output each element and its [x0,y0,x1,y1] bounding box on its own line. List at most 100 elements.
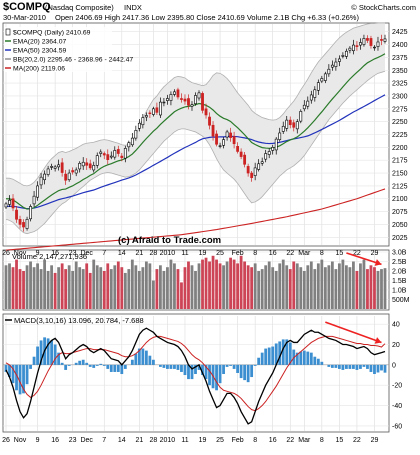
y-tick-label: 2400 [392,42,408,49]
macd-line [5,327,386,425]
candle-body [348,47,352,51]
candle-body [264,153,268,160]
candle-body [201,93,204,111]
volume-bar [169,259,173,309]
volume-bar [201,259,204,309]
candle-body [102,153,106,156]
candle-body [64,173,68,181]
x-tick-label-bottom: 8 [320,437,324,444]
volume-bar [74,261,78,309]
volume-bar [369,265,373,309]
volume-bar [95,265,99,309]
volume-bar [352,261,355,309]
x-tick-label-bottom: 2010 [160,437,176,444]
volume-bar [309,261,313,309]
volume-bar [376,271,380,309]
volume-bar [144,261,148,309]
y-tick-label: 2025 [392,235,408,242]
macd-histogram-bar [95,364,99,366]
macd-histogram-bar [260,352,264,365]
symbol-text: $COMPQ [3,1,51,13]
volume-layer [4,255,387,309]
macd-histogram-bar [281,339,285,365]
x-tick-label-bottom: 23 [69,437,77,444]
x-tick-label-bottom: 22 [286,437,294,444]
x-tick-label-bottom: 16 [269,437,277,444]
macd-histogram-bar [197,364,201,370]
macd-histogram-bar [352,364,355,369]
candle-body [352,44,355,52]
candle-body [302,104,306,110]
volume-bar [239,255,243,309]
macd-histogram-bar [137,348,141,365]
macd-histogram-bar [201,364,204,376]
candle-body [334,61,338,67]
candle-body [134,130,138,139]
volume-bar [383,268,387,309]
macd-histogram-bar [67,364,71,366]
volume-bar [211,255,215,309]
candle-body [344,50,348,57]
candle-body [313,89,317,98]
macd-histogram-bar [344,364,348,369]
x-tick-label: 19 [199,250,207,257]
macd-histogram-bar [341,364,345,370]
volume-bar [302,271,306,309]
x-tick-label: 14 [118,250,126,257]
x-tick-label: Mar [298,250,311,257]
macd-histogram-bar [243,364,247,381]
candle-body [113,150,117,158]
candle-body [316,82,320,91]
x-tick-label: 9 [36,250,40,257]
macd-histogram-bar [380,364,383,371]
volume-bar [130,259,134,309]
candle-body [229,132,232,138]
macd-y-tick: 20 [392,342,400,349]
volume-bar [292,261,296,309]
macd-histogram-bar [306,351,310,365]
macd-histogram-bar [99,363,103,365]
macd-histogram-bar [373,364,376,375]
candle-body [271,147,275,151]
macd-histogram-bar [362,364,366,367]
candle-body [162,101,166,104]
legend-label: BB(20,2.0) 2295.46 - 2368.96 - 2442.47 [13,57,133,64]
volume-bar [288,269,292,309]
x-tick-label-bottom: 9 [36,437,40,444]
index-name: (Nasdaq Composite) [45,3,114,12]
volume-bar [323,267,327,309]
volume-y-tick: 2.0B [392,269,407,276]
candle-body [22,222,25,228]
x-tick-label: 23 [69,250,77,257]
quote-text: Open 2406.69 High 2417.36 Low 2395.80 Cl… [55,13,359,22]
candle-body [53,166,57,169]
volume-bar [267,261,271,309]
legend-label: EMA(50) 2304.59 [13,48,66,55]
macd-histogram-bar [229,364,232,366]
x-tick-label-bottom: 16 [51,437,59,444]
volume-bar [260,269,264,309]
volume-bar [208,261,211,309]
volume-y-tick: 2.5B [392,259,407,266]
candle-body [222,139,225,146]
volume-bar [380,269,383,309]
x-tick-label-bottom: 14 [118,437,126,444]
legend-bg [4,27,112,36]
candle-body [116,149,120,154]
volume-bar [306,265,310,309]
candle-body [281,125,285,132]
candle-body [95,155,99,166]
trend-arrow [325,321,382,344]
volume-bar [253,263,257,309]
macd-histogram-bar [295,352,299,365]
macd-histogram-bar [64,364,68,370]
candle-body [99,151,103,154]
candle-body [204,108,208,116]
volume-bar [299,267,303,309]
candle-body [137,122,141,129]
volume-bar [204,257,208,309]
macd-histogram-bar [271,346,275,365]
macd-y-tick: 40 [392,322,400,329]
macd-histogram-bar [169,364,173,369]
